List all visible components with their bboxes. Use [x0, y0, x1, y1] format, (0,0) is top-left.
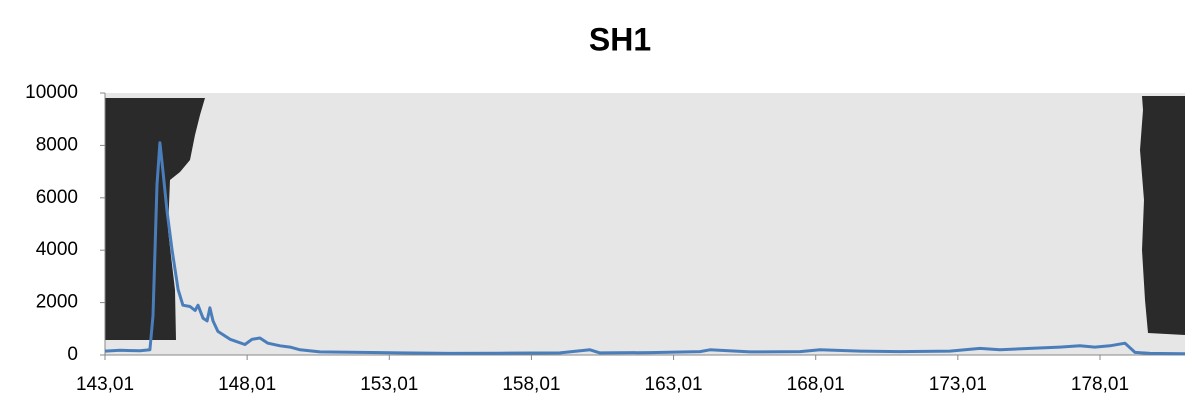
x-tick-label: 163,01: [645, 374, 703, 395]
y-tick-label: 0: [67, 344, 78, 365]
x-tick-label: 153,01: [360, 374, 418, 395]
x-tick-label: 143,01: [76, 374, 134, 395]
y-tick-label: 10000: [25, 82, 78, 103]
background-scan: [105, 93, 1185, 355]
x-tick-label: 173,01: [929, 374, 987, 395]
x-tick-label: 148,01: [218, 374, 276, 395]
chart-title: SH1: [589, 21, 651, 57]
chart: SH1 0 2000 4000 6000 8000 10000 143,01 148,01 15…: [0, 0, 1192, 403]
x-tick-label: 178,01: [1071, 374, 1129, 395]
y-tick-label: 2000: [36, 292, 78, 313]
scan-light: [105, 93, 1185, 355]
y-tick-label: 6000: [36, 187, 78, 208]
scan-dark-right: [1140, 96, 1185, 335]
y-tick-label: 4000: [36, 239, 78, 260]
x-tick-label: 168,01: [787, 374, 845, 395]
x-tick-label: 158,01: [502, 374, 560, 395]
y-tick-label: 8000: [36, 134, 78, 155]
